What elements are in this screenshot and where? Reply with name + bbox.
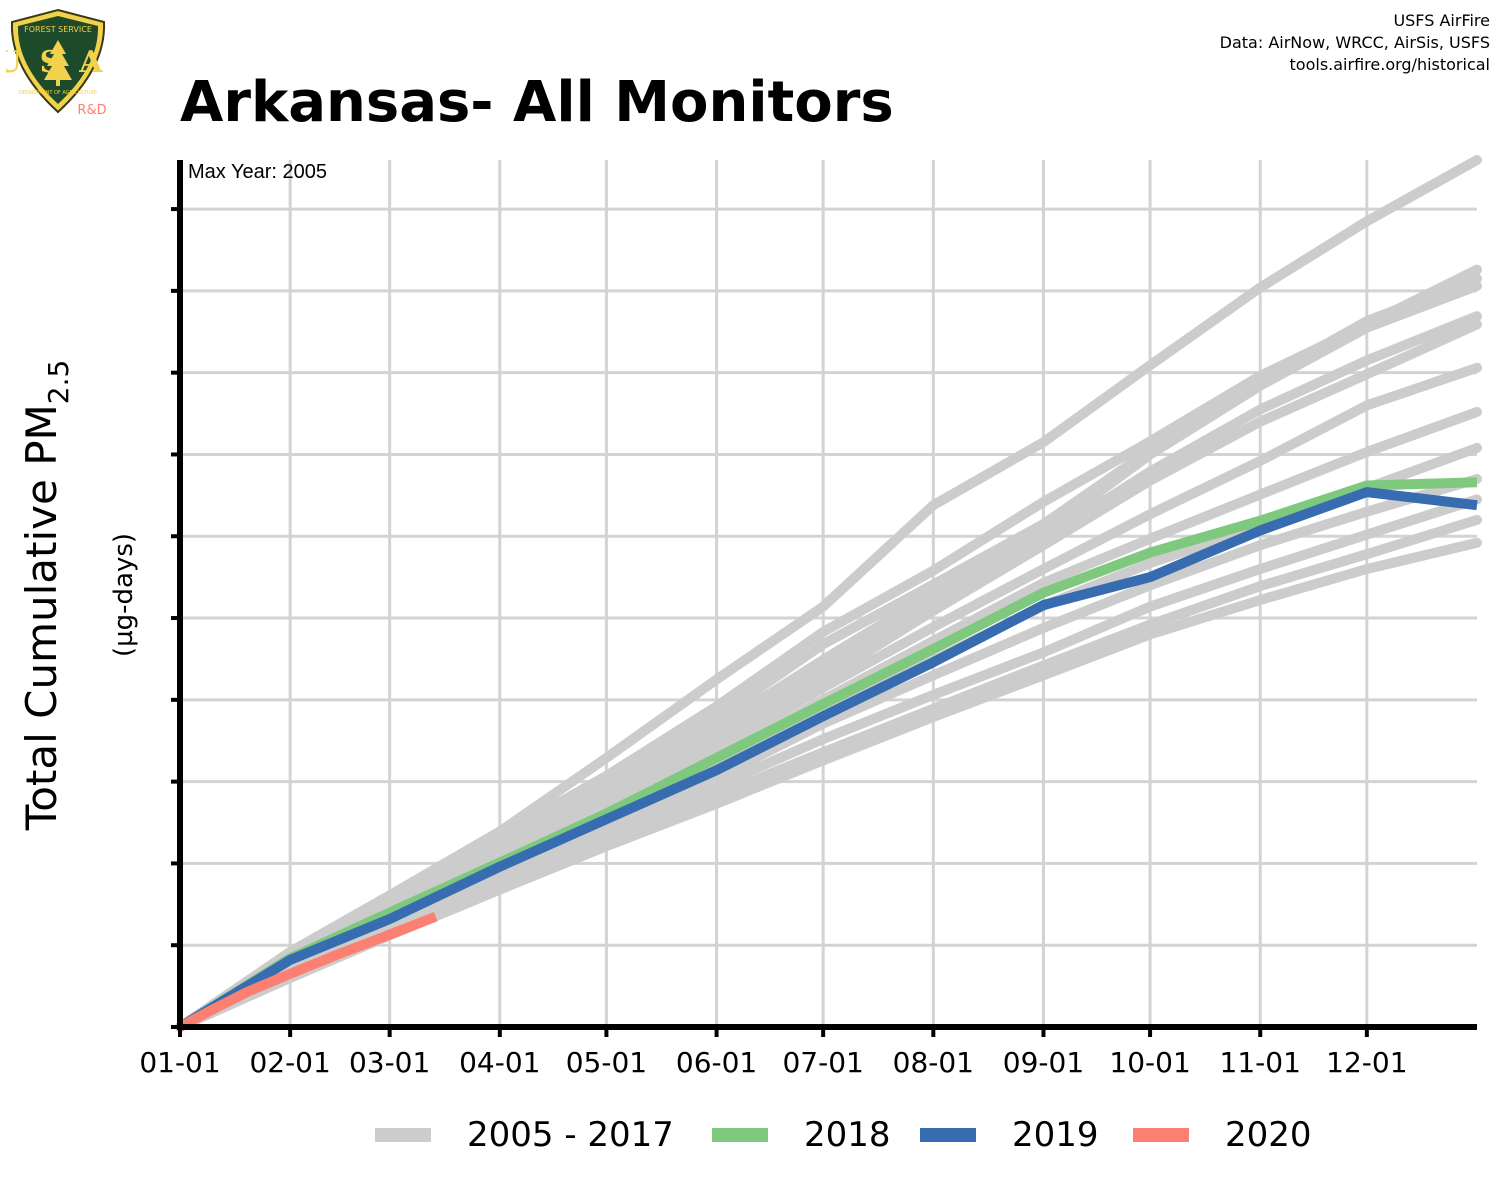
legend-swatch [920, 1128, 976, 1142]
grid-layer [180, 160, 1477, 1027]
x-tick-label: 03-01 [349, 1046, 430, 1079]
x-tick-label: 11-01 [1220, 1046, 1301, 1079]
chart-legend: 2005 - 2017 2018 2019 2020 [0, 1110, 1500, 1160]
logo-rd-tag: R&D [77, 103, 106, 118]
credit-line-2: Data: AirNow, WRCC, AirSis, USFS [1219, 33, 1490, 52]
series-line-historical [175, 155, 1482, 1032]
usfs-shield-logo-icon: FOREST SERVICE USA DEPARTMENT OF AGRICUL… [0, 8, 107, 118]
x-tick-label: 10-01 [1109, 1046, 1190, 1079]
x-tick-label: 05-01 [566, 1046, 647, 1079]
legend-label: 2020 [1225, 1115, 1312, 1155]
series-line-2020 [177, 911, 438, 1032]
legend-item: 2005 - 2017 [375, 1110, 674, 1160]
x-tick-label: 01-01 [139, 1046, 220, 1079]
y-axis-label-subscript: 2.5 [42, 360, 75, 405]
series-line-historical [175, 537, 1482, 1032]
logo-bottom-text: DEPARTMENT OF AGRICULTURE [19, 90, 97, 96]
logo-top-text: FOREST SERVICE [24, 25, 92, 34]
usfs-logo: FOREST SERVICE USA DEPARTMENT OF AGRICUL… [0, 8, 110, 118]
y-axis-label: Total Cumulative PM2.5 [17, 360, 75, 832]
x-tick-label: 04-01 [459, 1046, 540, 1079]
legend-swatch [712, 1128, 768, 1142]
legend-item: 2018 [712, 1110, 891, 1160]
max-year-annotation: Max Year: 2005 [188, 161, 327, 183]
legend-item: 2020 [1133, 1110, 1312, 1160]
legend-label: 2018 [804, 1115, 891, 1155]
x-tick-label: 07-01 [782, 1046, 863, 1079]
legend-swatch [1133, 1128, 1189, 1142]
credits-block: USFS AirFire Data: AirNow, WRCC, AirSis,… [1220, 10, 1490, 76]
legend-label: 2005 - 2017 [467, 1115, 674, 1155]
y-axis-units: (µg-days) [109, 533, 139, 657]
legend-swatch [375, 1128, 431, 1142]
series-line-2019 [177, 487, 1478, 1032]
legend-label: 2019 [1012, 1115, 1099, 1155]
series-layer [175, 155, 1482, 1032]
chart-title: Arkansas- All Monitors [180, 70, 894, 135]
x-tick-label: 12-01 [1326, 1046, 1407, 1079]
credit-line-1: USFS AirFire [1393, 11, 1490, 30]
x-tick-label: 08-01 [893, 1046, 974, 1079]
series-line-2018 [177, 477, 1478, 1032]
y-axis-label-main: Total Cumulative PM [17, 404, 66, 831]
tick-layer: 01-01 02-01 03-01 04-01 05-01 06-01 07-01 08-01… [139, 207, 1408, 1079]
x-tick-label: 06-01 [676, 1046, 757, 1079]
credit-line-3: tools.airfire.org/historical [1289, 55, 1490, 74]
cumulative-pm-chart: 01-01 02-01 03-01 04-01 05-01 06-01 07-01 08-01… [17, 155, 1482, 1079]
legend-item: 2019 [920, 1110, 1099, 1160]
x-tick-label: 09-01 [1003, 1046, 1084, 1079]
x-tick-label: 02-01 [249, 1046, 330, 1079]
